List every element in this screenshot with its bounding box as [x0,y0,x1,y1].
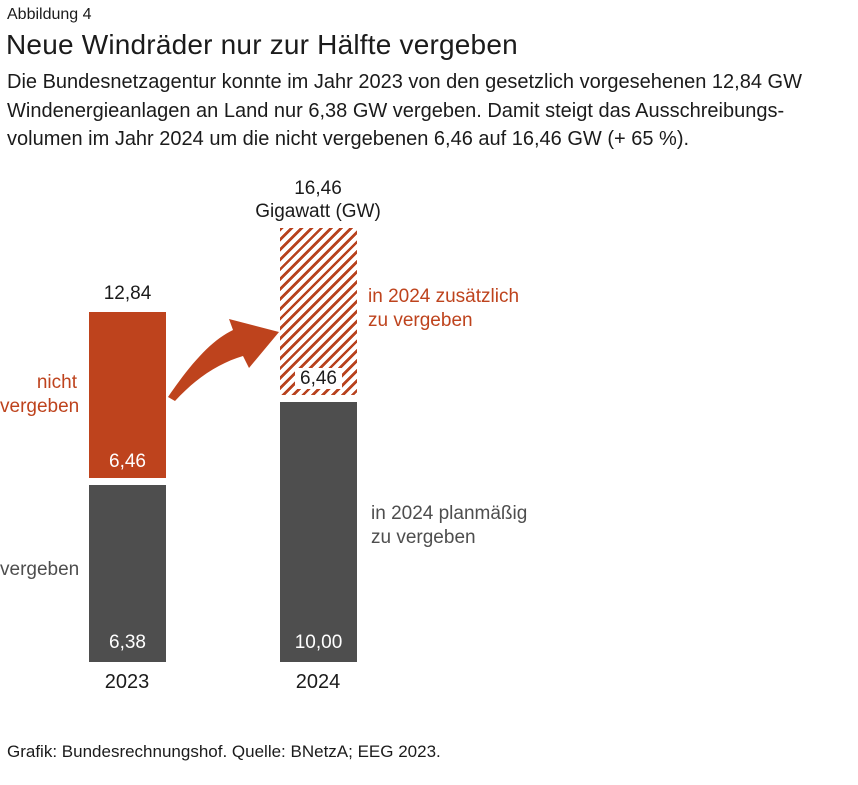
bar-2023-total-label: 12,84 [103,283,152,304]
annotation-vergeben: vergeben [0,559,80,580]
annotation-nicht-vergeben: nicht vergeben [0,372,80,417]
x-axis-label-2023: 2023 [104,671,150,693]
bar-2024-total-label: 16,46 Gigawatt (GW) [255,178,381,222]
bar-2024-additional-value-text: 6,46 [295,368,342,389]
bar-2024-planned-segment [280,402,357,662]
bar-2024-additional-hatched-segment [280,228,357,395]
source-footer: Grafik: Bundesrechnungshof. Quelle: BNet… [7,742,441,761]
bar-2024-planned-value: 10,00 [294,632,343,653]
bar-2023-awarded-value: 6,38 [109,632,146,653]
bar-2023-not-awarded-segment [89,312,166,478]
bar-2024-additional-value: 6,46 [280,368,357,390]
annotation-planmaessig-zu-vergeben: in 2024 planmäßig zu vergeben [371,503,528,548]
annotation-zusaetzlich-zu-vergeben: in 2024 zusätzlich zu vergeben [368,286,520,331]
x-axis-label-2024: 2024 [295,671,341,693]
page-title: Neue Windräder nur zur Hälfte vergeben [6,29,518,60]
bar-2023-not-awarded-value: 6,46 [109,451,146,472]
bar-2023-awarded-segment [89,485,166,662]
figure-label: Abbildung 4 [7,6,92,23]
curved-arrow-icon [168,319,279,401]
page-description: Die Bundesnetzagentur konnte im Jahr 202… [7,71,802,150]
